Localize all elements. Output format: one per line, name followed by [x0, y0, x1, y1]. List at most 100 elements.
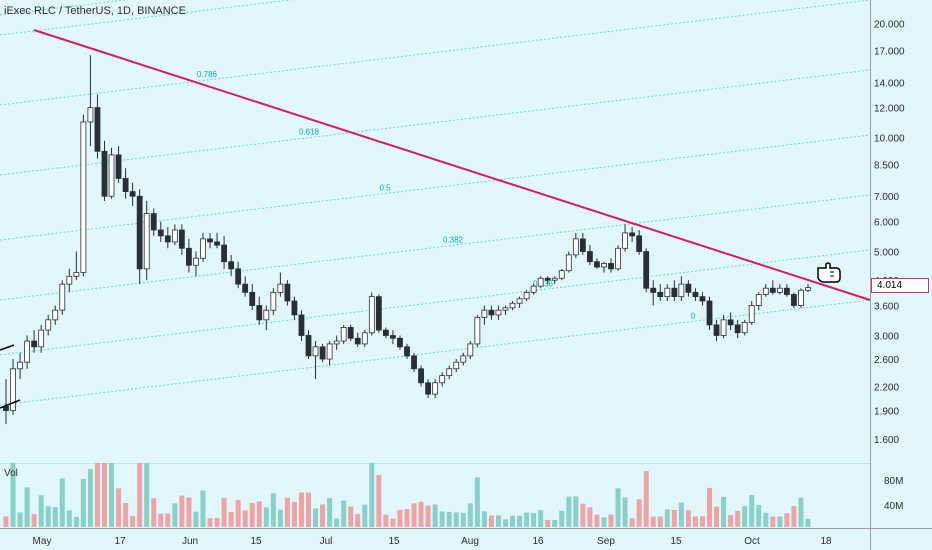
volume-bar [460, 512, 466, 527]
volume-bar [735, 510, 741, 527]
volume-bar [277, 509, 283, 527]
time-axis[interactable]: May 17 Jun 15 Jul 15 Aug 16 Sep 15 Oct 18 [33, 536, 832, 547]
candle-body [333, 340, 340, 345]
fib-label: 0.382 [443, 235, 464, 244]
candle [671, 280, 678, 302]
volume-bar [207, 518, 213, 527]
volume-bar [728, 515, 734, 527]
candle [643, 248, 650, 293]
candle [143, 200, 150, 281]
candle [333, 335, 340, 350]
volume-bar [657, 516, 663, 527]
candle-body [664, 287, 671, 298]
volume-bar [355, 514, 361, 527]
price-tick-label: 5.000 [874, 248, 899, 259]
candle [305, 330, 312, 360]
candle [622, 224, 628, 252]
candle-body [319, 346, 326, 360]
candle [594, 258, 600, 269]
candle [608, 258, 614, 273]
candle [502, 305, 509, 315]
volume-bar [376, 475, 382, 527]
candle-body [671, 287, 678, 298]
candle [214, 232, 220, 249]
volume-bar [59, 478, 65, 527]
candle-body [340, 327, 347, 342]
candle [748, 301, 755, 325]
volume-bar [263, 507, 269, 527]
candle-body [432, 382, 439, 395]
candle [94, 94, 101, 159]
candle-body [418, 368, 424, 384]
volume-bar [784, 513, 790, 527]
candle-body [467, 343, 474, 357]
volume-bar [777, 516, 783, 527]
volume-bar [158, 513, 164, 527]
volume-axis: 80M 40M [884, 476, 903, 512]
price-tick-label: 2.600 [874, 355, 899, 366]
price-tick-label: 10.000 [874, 134, 905, 145]
candle-body [136, 195, 143, 270]
candle [481, 305, 488, 325]
volume-bar [502, 519, 508, 527]
candle [474, 314, 481, 347]
candle-body [579, 238, 586, 252]
volume-bar [770, 516, 776, 527]
price-tick-label: 6.000 [874, 218, 899, 229]
volume-tick-label: 80M [884, 476, 903, 487]
candle [587, 245, 593, 266]
volume-bar [172, 503, 178, 527]
volume-bar [214, 518, 220, 527]
volume-bar [390, 518, 396, 527]
candle [52, 305, 59, 325]
volume-bar [425, 505, 431, 527]
volume-bar [200, 490, 206, 527]
candle [579, 232, 586, 255]
volume-bar [256, 501, 262, 527]
candle [207, 232, 213, 249]
volume-bar [432, 504, 438, 527]
candle [523, 290, 530, 302]
candle [446, 365, 453, 380]
candle-body [390, 335, 396, 339]
candle-body [31, 340, 38, 348]
candle [108, 147, 115, 199]
candle-body [481, 309, 488, 318]
volume-bar [52, 507, 58, 527]
candle [530, 284, 537, 295]
volume-bar [756, 504, 762, 527]
volume-bar [341, 500, 347, 527]
descending-trendline[interactable] [33, 29, 871, 301]
candle-body [587, 251, 593, 263]
candle [66, 268, 73, 293]
candle [73, 251, 80, 281]
candle [460, 352, 467, 366]
candle-body [594, 261, 600, 268]
candle [404, 343, 410, 360]
volume-bar [629, 518, 635, 527]
candle-body [122, 178, 129, 192]
candle [755, 292, 762, 311]
volume-bar [45, 506, 51, 527]
volume-bar [3, 516, 9, 527]
volume-bar [805, 518, 811, 527]
candle-body [249, 291, 256, 306]
volume-bar [798, 497, 804, 527]
candle-body [783, 287, 790, 295]
candle-body [207, 238, 213, 243]
candle [319, 343, 326, 363]
candle-body [776, 287, 783, 293]
candle-body [769, 287, 776, 293]
candle [24, 335, 31, 369]
volume-bar [791, 506, 797, 527]
candle-body [446, 368, 453, 377]
price-axis[interactable]: 20.000 17.000 14.000 12.000 10.000 8.500 7.000… [874, 20, 905, 446]
volume-bar [10, 463, 16, 527]
candle-body [52, 309, 59, 321]
candle-body [45, 319, 52, 331]
candle-body [502, 307, 509, 311]
volume-bar [109, 463, 115, 527]
candle [228, 254, 235, 277]
volume-bar [524, 512, 530, 527]
